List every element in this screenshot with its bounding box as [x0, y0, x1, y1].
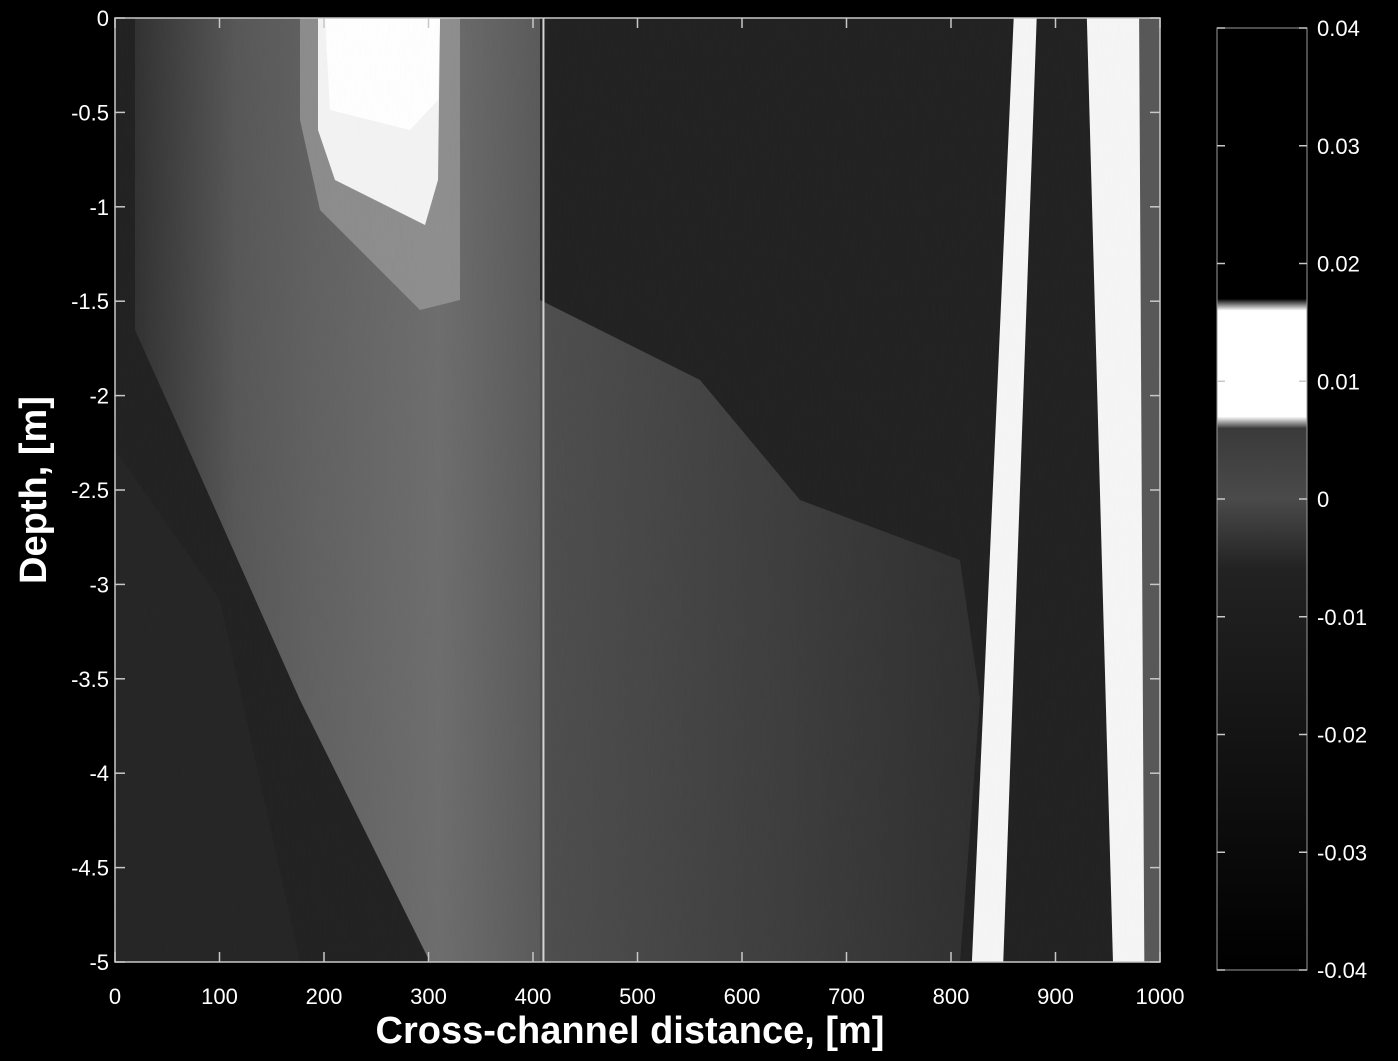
colorbar-tick-label: 0 [1317, 487, 1329, 512]
plot-area [114, 17, 1161, 963]
x-tick-label: 400 [515, 984, 552, 1009]
x-tick-label: 300 [410, 984, 447, 1009]
y-axis-ticks: 0 -0.5 -1 -1.5 -2 -2.5 -3 -3.5 -4 -4.5 -5 [71, 6, 1160, 975]
colorbar-gradient [1217, 28, 1307, 970]
y-tick-label: -5 [89, 950, 109, 975]
colorbar: 0.04 0.03 0.02 0.01 0 -0.01 -0.02 -0.03 -0.04 [1216, 16, 1367, 983]
y-tick-label: 0 [97, 6, 109, 31]
colorbar-tick-label: -0.01 [1317, 605, 1367, 630]
colorbar-tick-label: 0.01 [1317, 369, 1360, 394]
x-tick-label: 1000 [1136, 984, 1185, 1009]
y-axis-title: Depth, [m] [13, 396, 55, 584]
y-tick-label: -4 [89, 761, 109, 786]
colorbar-tick-label: -0.04 [1317, 958, 1367, 983]
x-tick-label: 900 [1037, 984, 1074, 1009]
colorbar-tick-label: 0.04 [1317, 16, 1360, 41]
y-tick-label: -3 [89, 572, 109, 597]
colorbar-tick-label: 0.02 [1317, 252, 1360, 277]
field-grain-overlay [115, 18, 1160, 962]
y-tick-label: -2 [89, 384, 109, 409]
y-tick-label: -3.5 [71, 667, 109, 692]
colorbar-tick-label: 0.03 [1317, 134, 1360, 159]
colorbar-tick-label: -0.02 [1317, 723, 1367, 748]
x-tick-label: 0 [109, 984, 121, 1009]
x-tick-label: 600 [724, 984, 761, 1009]
x-tick-label: 200 [306, 984, 343, 1009]
y-tick-label: -2.5 [71, 478, 109, 503]
y-tick-label: -0.5 [71, 100, 109, 125]
y-tick-label: -1.5 [71, 289, 109, 314]
x-tick-label: 100 [201, 984, 238, 1009]
x-axis-ticks: 0 100 200 300 400 500 600 700 800 900 1000 [109, 18, 1185, 1009]
colorbar-tick-label: -0.03 [1317, 840, 1367, 865]
y-tick-label: -1 [89, 195, 109, 220]
y-tick-label: -4.5 [71, 856, 109, 881]
x-tick-label: 700 [828, 984, 865, 1009]
x-tick-label: 800 [933, 984, 970, 1009]
x-axis-title: Cross-channel distance, [m] [376, 1010, 885, 1052]
colorbar-ticks: 0.04 0.03 0.02 0.01 0 -0.01 -0.02 -0.03 -0.04 [1217, 16, 1367, 983]
x-tick-label: 500 [619, 984, 656, 1009]
